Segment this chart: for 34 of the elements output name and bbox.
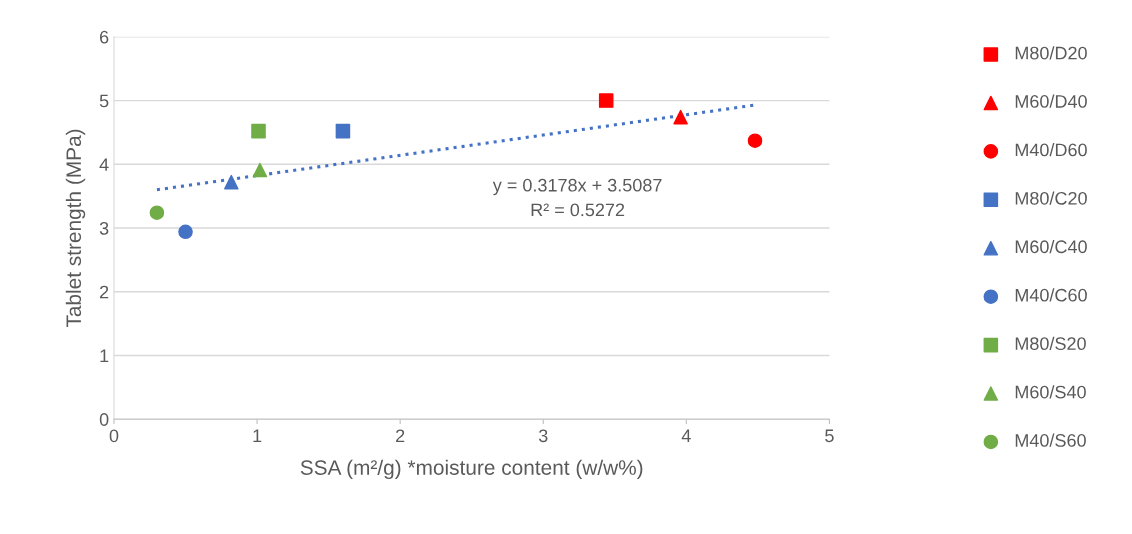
x-tick-label: 3 (538, 429, 548, 443)
x-tick-label: 2 (396, 429, 405, 442)
legend-label: M80/D20 (1015, 46, 1087, 60)
x-tick-label: 4 (681, 429, 691, 442)
point (251, 123, 266, 139)
point (673, 109, 688, 125)
point (252, 162, 268, 178)
point (747, 133, 763, 148)
y-tick-label: 1 (100, 349, 109, 363)
y-tick-label: 4 (99, 158, 109, 171)
y-tick-label: 5 (99, 94, 109, 108)
legend-label: M40/S60 (1015, 433, 1086, 447)
point (178, 224, 193, 240)
legend-label: M60/D40 (1015, 94, 1087, 108)
y-tick-label: 0 (99, 413, 109, 426)
point (598, 93, 614, 108)
point (224, 174, 239, 190)
x-tick-label: 0 (109, 429, 119, 443)
x-axis-title: SSA (m²/g) *moisture content (w/w%) (300, 459, 643, 480)
annotation: y = 0.3178x + 3.5087 R² = 0.5272 (492, 178, 662, 217)
x-tick-label: 1 (253, 429, 262, 442)
x-tick-label: 5 (825, 429, 834, 443)
legend-label: M60/S40 (1015, 385, 1086, 399)
point (149, 205, 165, 221)
point (335, 123, 351, 139)
y-tick-label: 3 (99, 221, 109, 235)
legend-label: M40/D60 (1015, 143, 1087, 157)
legend-label: M40/C60 (1015, 288, 1087, 302)
y-tick-label: 2 (100, 285, 109, 299)
legend-label: M60/C40 (1015, 239, 1087, 254)
y-axis-title: Tablet strength (MPa) (65, 129, 86, 328)
legend-label: M80/S20 (1015, 336, 1086, 351)
legend-label: M80/C20 (1015, 191, 1087, 205)
y-tick-label: 6 (100, 30, 109, 44)
